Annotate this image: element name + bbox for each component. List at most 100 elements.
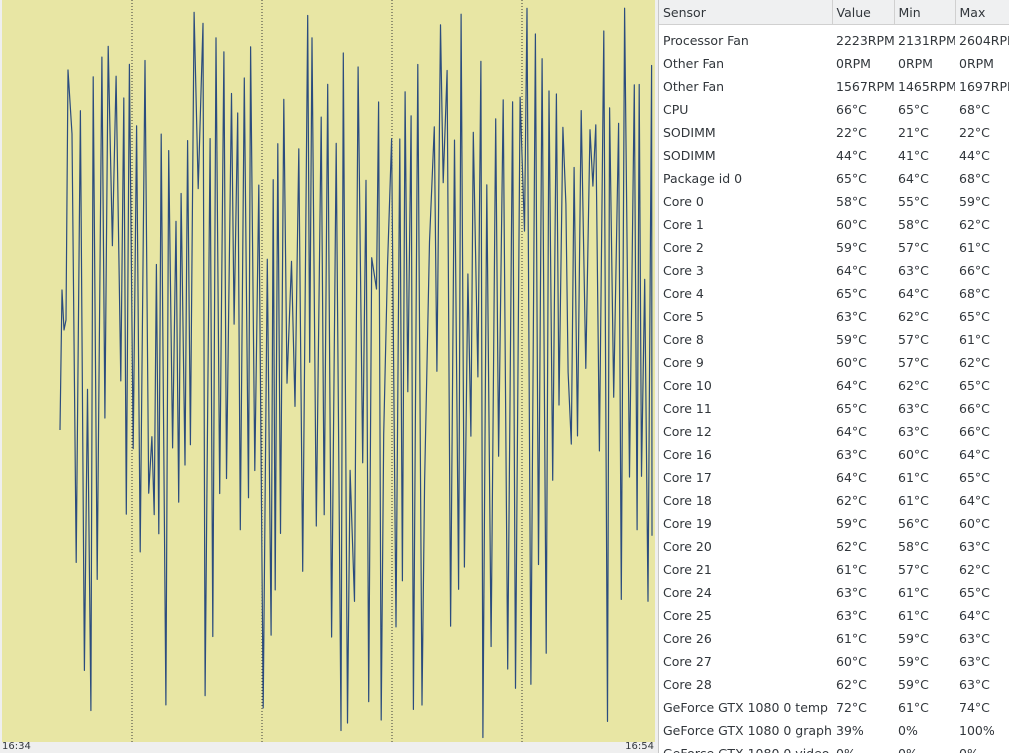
sensor-value: 0RPM xyxy=(832,52,894,75)
sensor-name: GeForce GTX 1080 0 temp xyxy=(659,696,832,719)
sensor-value: 39% xyxy=(832,719,894,742)
table-row[interactable]: Core 563°C62°C65°C xyxy=(659,305,1009,328)
sensor-min: 57°C xyxy=(894,236,955,259)
table-row[interactable]: Core 1959°C56°C60°C xyxy=(659,512,1009,535)
sensor-max: 66°C xyxy=(955,259,1009,282)
column-header-min[interactable]: Min xyxy=(894,0,955,25)
sensor-max: 59°C xyxy=(955,190,1009,213)
table-row[interactable]: Core 1165°C63°C66°C xyxy=(659,397,1009,420)
table-row[interactable]: Core 1663°C60°C64°C xyxy=(659,443,1009,466)
table-row[interactable]: Package id 065°C64°C68°C xyxy=(659,167,1009,190)
sensor-max: 64°C xyxy=(955,604,1009,627)
table-row[interactable]: GeForce GTX 1080 0 temp72°C61°C74°C xyxy=(659,696,1009,719)
sensor-name: Processor Fan xyxy=(659,25,832,53)
table-row[interactable]: Core 2661°C59°C63°C xyxy=(659,627,1009,650)
sensor-value: 62°C xyxy=(832,535,894,558)
table-row[interactable]: Core 2563°C61°C64°C xyxy=(659,604,1009,627)
column-header-value[interactable]: Value xyxy=(832,0,894,25)
table-row[interactable]: GeForce GTX 1080 0 video0%0%0% xyxy=(659,742,1009,753)
sensor-name: Core 4 xyxy=(659,282,832,305)
table-row[interactable]: Core 259°C57°C61°C xyxy=(659,236,1009,259)
table-row[interactable]: Core 2862°C59°C63°C xyxy=(659,673,1009,696)
sensor-name: Core 19 xyxy=(659,512,832,535)
table-row[interactable]: Core 859°C57°C61°C xyxy=(659,328,1009,351)
table-row[interactable]: Core 960°C57°C62°C xyxy=(659,351,1009,374)
table-row[interactable]: Core 465°C64°C68°C xyxy=(659,282,1009,305)
table-row[interactable]: SODIMM44°C41°C44°C xyxy=(659,144,1009,167)
sensor-value: 63°C xyxy=(832,305,894,328)
column-header-sensor[interactable]: Sensor xyxy=(659,0,832,25)
sensor-name: Core 16 xyxy=(659,443,832,466)
sensor-max: 61°C xyxy=(955,236,1009,259)
sensor-max: 44°C xyxy=(955,144,1009,167)
table-row[interactable]: CPU66°C65°C68°C xyxy=(659,98,1009,121)
sensor-min: 57°C xyxy=(894,558,955,581)
column-header-max[interactable]: Max xyxy=(955,0,1009,25)
sensor-value: 22°C xyxy=(832,121,894,144)
sensor-min: 59°C xyxy=(894,673,955,696)
sensor-name: Core 25 xyxy=(659,604,832,627)
sensor-min: 61°C xyxy=(894,489,955,512)
sensor-max: 62°C xyxy=(955,351,1009,374)
sensor-value: 44°C xyxy=(832,144,894,167)
sensor-name: Core 5 xyxy=(659,305,832,328)
sensor-min: 21°C xyxy=(894,121,955,144)
table-row[interactable]: GeForce GTX 1080 0 graphics39%0%100% xyxy=(659,719,1009,742)
sensor-value: 60°C xyxy=(832,351,894,374)
sensor-name: Core 12 xyxy=(659,420,832,443)
sensor-value: 61°C xyxy=(832,558,894,581)
sensor-min: 62°C xyxy=(894,305,955,328)
sensor-value: 65°C xyxy=(832,167,894,190)
table-row[interactable]: Core 1064°C62°C65°C xyxy=(659,374,1009,397)
sensor-max: 100% xyxy=(955,719,1009,742)
sensor-graph xyxy=(0,0,658,753)
table-row[interactable]: Other Fan0RPM0RPM0RPM xyxy=(659,52,1009,75)
table-row[interactable]: Core 2463°C61°C65°C xyxy=(659,581,1009,604)
table-row[interactable]: Processor Fan2223RPM2131RPM2604RPM xyxy=(659,25,1009,53)
sensor-name: Core 18 xyxy=(659,489,832,512)
table-row[interactable]: SODIMM22°C21°C22°C xyxy=(659,121,1009,144)
sensor-max: 62°C xyxy=(955,213,1009,236)
time-axis-end-label: 16:54 xyxy=(625,741,654,753)
sensor-name: GeForce GTX 1080 0 video xyxy=(659,742,832,753)
sensor-min: 59°C xyxy=(894,627,955,650)
sensor-name: Core 27 xyxy=(659,650,832,673)
sensor-value: 0% xyxy=(832,742,894,753)
sensor-name: Core 3 xyxy=(659,259,832,282)
sensor-name: Core 21 xyxy=(659,558,832,581)
table-row[interactable]: Core 1862°C61°C64°C xyxy=(659,489,1009,512)
sensor-max: 63°C xyxy=(955,535,1009,558)
sensor-max: 65°C xyxy=(955,374,1009,397)
sensor-value: 62°C xyxy=(832,673,894,696)
sensor-value: 64°C xyxy=(832,420,894,443)
sensor-name: Core 8 xyxy=(659,328,832,351)
table-row[interactable]: Core 2161°C57°C62°C xyxy=(659,558,1009,581)
sensor-name: Core 17 xyxy=(659,466,832,489)
sensor-min: 63°C xyxy=(894,420,955,443)
table-row[interactable]: Core 058°C55°C59°C xyxy=(659,190,1009,213)
sensor-max: 22°C xyxy=(955,121,1009,144)
table-row[interactable]: Core 364°C63°C66°C xyxy=(659,259,1009,282)
sensor-value: 65°C xyxy=(832,282,894,305)
sensor-value: 63°C xyxy=(832,443,894,466)
sensor-value: 64°C xyxy=(832,374,894,397)
sensor-min: 57°C xyxy=(894,351,955,374)
table-row[interactable]: Other Fan1567RPM1465RPM1697RPM xyxy=(659,75,1009,98)
sensor-min: 1465RPM xyxy=(894,75,955,98)
sensor-min: 65°C xyxy=(894,98,955,121)
table-row[interactable]: Core 2062°C58°C63°C xyxy=(659,535,1009,558)
sensor-table-panel[interactable]: SensorValueMinMax Processor Fan2223RPM21… xyxy=(658,0,1009,753)
sensor-name: Core 20 xyxy=(659,535,832,558)
sensor-table: SensorValueMinMax Processor Fan2223RPM21… xyxy=(659,0,1009,753)
sensor-max: 63°C xyxy=(955,650,1009,673)
table-row[interactable]: Core 1764°C61°C65°C xyxy=(659,466,1009,489)
table-row[interactable]: Core 1264°C63°C66°C xyxy=(659,420,1009,443)
table-row[interactable]: Core 2760°C59°C63°C xyxy=(659,650,1009,673)
sensor-max: 60°C xyxy=(955,512,1009,535)
table-row[interactable]: Core 160°C58°C62°C xyxy=(659,213,1009,236)
sensor-max: 68°C xyxy=(955,167,1009,190)
sensor-max: 63°C xyxy=(955,627,1009,650)
sensor-value: 64°C xyxy=(832,259,894,282)
sensor-name: Core 10 xyxy=(659,374,832,397)
sensor-value: 72°C xyxy=(832,696,894,719)
